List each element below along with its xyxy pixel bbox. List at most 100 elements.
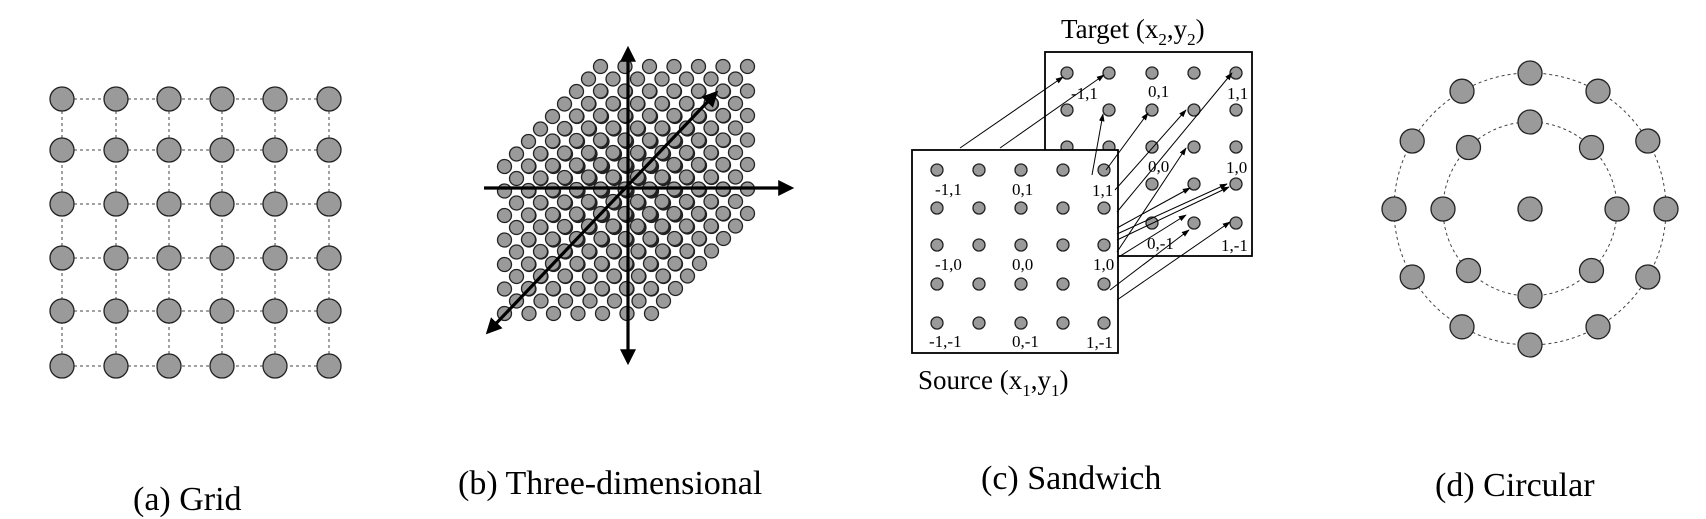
lattice-node <box>508 244 525 260</box>
lattice-node <box>715 205 731 222</box>
coord-label: 0,0 <box>1012 255 1033 274</box>
grid-node <box>316 191 342 217</box>
target-node <box>1060 103 1074 117</box>
lattice-node <box>678 169 695 185</box>
lattice-node <box>580 95 597 112</box>
lattice-node <box>703 144 719 161</box>
lattice-node <box>568 132 585 149</box>
source-nodes <box>930 163 1111 330</box>
lattice-node <box>666 230 683 247</box>
lattice-node <box>605 95 621 112</box>
grid-node <box>156 245 182 271</box>
connection-arrow <box>1116 221 1231 301</box>
lattice-node <box>666 83 682 99</box>
target-node <box>1229 103 1243 117</box>
grid-node <box>262 353 288 379</box>
source-node <box>1097 163 1111 177</box>
lattice-node <box>715 230 732 247</box>
lattice-node <box>592 58 609 75</box>
lattice-node <box>520 256 537 272</box>
grid-node <box>156 353 182 379</box>
lattice-node <box>496 256 513 273</box>
connection-arrow <box>1091 113 1105 176</box>
source-node <box>1014 238 1028 252</box>
lattice-node <box>655 268 671 284</box>
lattice-node <box>532 145 549 162</box>
lattice-node <box>703 193 719 210</box>
lattice-node <box>606 293 623 309</box>
coord-label: 1,-1 <box>1221 236 1248 255</box>
grid-node <box>262 191 288 217</box>
connection-arrows <box>959 72 1233 301</box>
grid-node <box>209 353 235 379</box>
lattice-node <box>643 280 659 297</box>
lattice-node <box>593 230 609 247</box>
lattice-node <box>556 218 573 235</box>
lattice-node <box>617 132 633 148</box>
grid-lines <box>61 98 330 367</box>
lattice-node <box>580 144 597 161</box>
lattice-node <box>508 219 525 236</box>
lattice-node <box>715 132 731 148</box>
lattice-node <box>581 268 598 284</box>
lattice-node <box>496 281 513 297</box>
connection-arrow <box>1116 214 1187 259</box>
inner-ring-node <box>1517 283 1543 309</box>
lattice-node <box>739 205 756 222</box>
lattice-node <box>617 107 633 124</box>
lattice-node <box>690 156 707 173</box>
lattice-node <box>508 268 525 285</box>
source-node <box>1056 163 1070 177</box>
lattice-node <box>520 182 537 199</box>
source-node <box>972 163 986 177</box>
lattice-node <box>592 132 609 148</box>
source-node <box>930 163 944 177</box>
inner-ring-node <box>1430 196 1456 222</box>
lattice-node <box>570 305 586 322</box>
lattice-node <box>496 158 513 175</box>
coord-label: 1,1 <box>1227 84 1248 103</box>
grid-node <box>103 298 129 324</box>
grid-node <box>103 86 129 112</box>
coord-label: 0,0 <box>1148 157 1169 176</box>
grid-node <box>156 298 182 324</box>
lattice-node <box>678 71 695 87</box>
coord-label: 1,0 <box>1226 158 1247 177</box>
outer-ring-node <box>1635 128 1661 154</box>
grid-node <box>262 245 288 271</box>
source-node <box>1056 316 1070 330</box>
inner-ring-node <box>1578 134 1605 161</box>
lattice-node <box>727 218 744 234</box>
lattice-node <box>568 83 585 100</box>
lattice-node <box>532 170 549 186</box>
caption-circular: (d) Circular <box>1435 467 1595 504</box>
lattice-node <box>556 194 573 210</box>
lattice-node <box>715 156 731 173</box>
grid-panel <box>49 86 342 379</box>
lattice-node <box>605 144 621 161</box>
source-node <box>1014 201 1028 215</box>
center-node <box>1517 196 1543 222</box>
source-node <box>972 201 986 215</box>
lattice-node <box>544 108 561 125</box>
inner-ring-node <box>1578 257 1605 284</box>
source-node <box>1014 316 1028 330</box>
lattice-node <box>544 133 561 149</box>
lattice-node <box>594 280 610 297</box>
lattice-node <box>631 293 647 309</box>
lattice-node <box>582 293 598 309</box>
lattice-node <box>739 132 756 148</box>
outer-ring-node <box>1381 196 1407 222</box>
depth-axis <box>485 90 719 335</box>
coord-label: 1,-1 <box>1086 333 1113 352</box>
target-node <box>1145 66 1159 80</box>
lattice-node <box>629 193 646 210</box>
source-node <box>930 201 944 215</box>
grid-node <box>49 298 75 324</box>
circular-panel <box>1381 60 1679 358</box>
lattice-node <box>592 83 609 99</box>
lattice-node <box>690 132 707 148</box>
grid-node <box>316 245 342 271</box>
lattice-node <box>557 293 574 309</box>
